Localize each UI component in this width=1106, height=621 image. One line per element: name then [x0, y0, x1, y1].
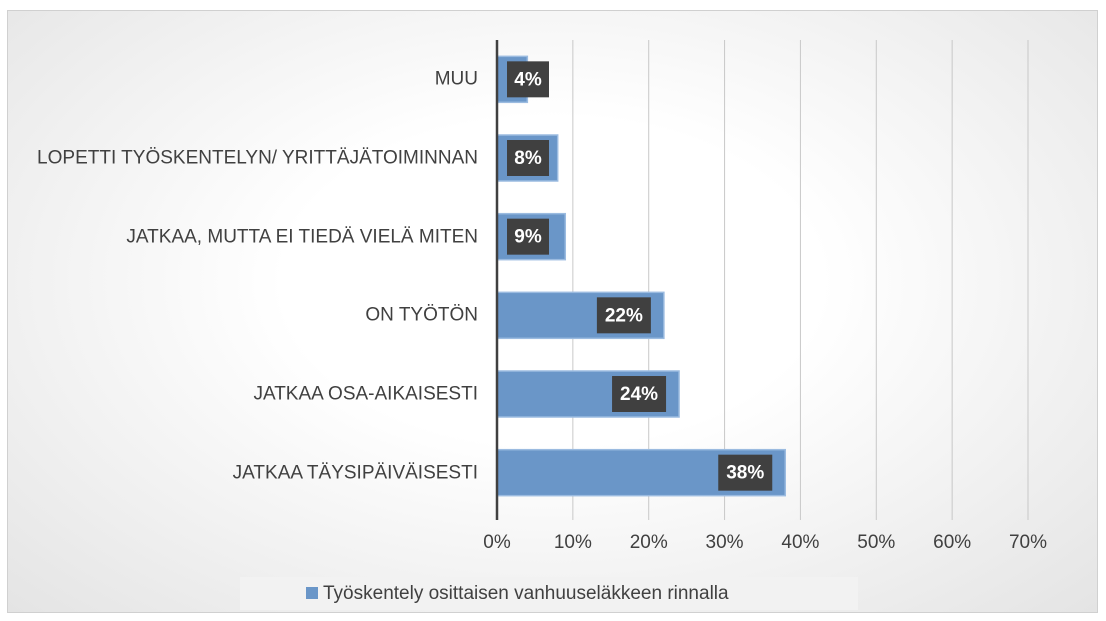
value-label: 9% — [514, 227, 542, 248]
legend-label: Työskentely osittaisen vanhuuseläkkeen r… — [323, 583, 729, 604]
x-tick-label: 30% — [706, 532, 744, 553]
value-label-box — [507, 61, 549, 98]
value-label-box — [507, 218, 549, 255]
x-tick-label: 40% — [781, 532, 819, 553]
value-label-box — [596, 297, 651, 334]
x-tick-label: 0% — [483, 532, 511, 553]
x-tick-label: 10% — [554, 532, 592, 553]
value-label: 4% — [514, 69, 542, 90]
x-tick-label: 50% — [857, 532, 895, 553]
value-label: 24% — [620, 384, 658, 405]
y-tick-label: JATKAA TÄYSIPÄIVÄISESTI — [232, 462, 478, 484]
value-label-box — [718, 454, 773, 491]
legend-swatch — [306, 587, 318, 599]
value-label: 8% — [514, 148, 542, 169]
value-label: 22% — [605, 305, 643, 326]
value-label-box — [507, 140, 549, 176]
y-tick-label: JATKAA, MUTTA EI TIEDÄ VIELÄ MITEN — [126, 226, 478, 248]
x-tick-label: 60% — [933, 532, 971, 553]
value-label: 38% — [726, 463, 764, 484]
y-tick-label: LOPETTI TYÖSKENTELYN/ YRITTÄJÄTOIMINNAN — [37, 147, 478, 169]
x-tick-label: 70% — [1009, 532, 1047, 553]
value-label-box — [612, 376, 667, 412]
y-tick-label: JATKAA OSA-AIKAISESTI — [253, 383, 478, 405]
legend-box — [240, 577, 858, 610]
x-tick-label: 20% — [630, 532, 668, 553]
y-tick-label: ON TYÖTÖN — [365, 304, 478, 326]
y-tick-label: MUU — [434, 68, 478, 90]
